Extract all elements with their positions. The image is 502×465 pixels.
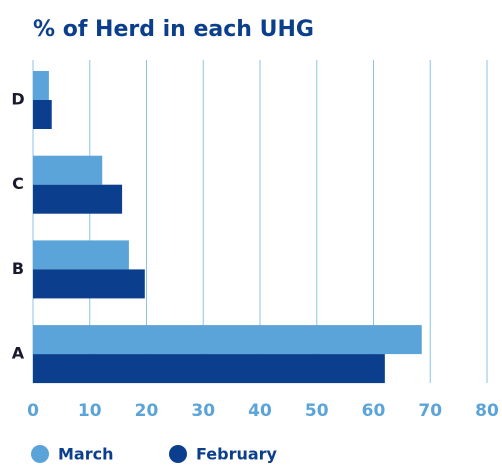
legend-marker bbox=[31, 445, 49, 463]
chart-title: % of Herd in each UHG bbox=[33, 17, 314, 42]
x-tick-label: 30 bbox=[191, 401, 215, 421]
bar bbox=[33, 354, 385, 384]
bar bbox=[33, 155, 103, 185]
y-tick-label: B bbox=[12, 259, 24, 278]
x-tick-label: 60 bbox=[362, 401, 386, 421]
x-tick-label: 10 bbox=[78, 401, 102, 421]
y-tick-label: A bbox=[12, 344, 25, 363]
x-tick-label: 0 bbox=[27, 401, 39, 421]
bar bbox=[33, 100, 52, 129]
x-tick-label: 40 bbox=[248, 401, 272, 421]
y-tick-label: C bbox=[12, 174, 24, 193]
bar bbox=[33, 184, 123, 214]
x-tick-label: 50 bbox=[305, 401, 329, 421]
bar bbox=[33, 325, 422, 355]
legend-label: March bbox=[58, 445, 113, 464]
bar bbox=[33, 269, 145, 299]
x-tick-label: 70 bbox=[418, 401, 442, 421]
x-tick-label: 20 bbox=[135, 401, 159, 421]
bar bbox=[33, 71, 49, 100]
x-tick-label: 80 bbox=[475, 401, 499, 421]
legend-marker bbox=[169, 445, 187, 463]
y-tick-label: D bbox=[11, 90, 24, 109]
bar bbox=[33, 240, 129, 270]
legend-label: February bbox=[196, 445, 278, 464]
